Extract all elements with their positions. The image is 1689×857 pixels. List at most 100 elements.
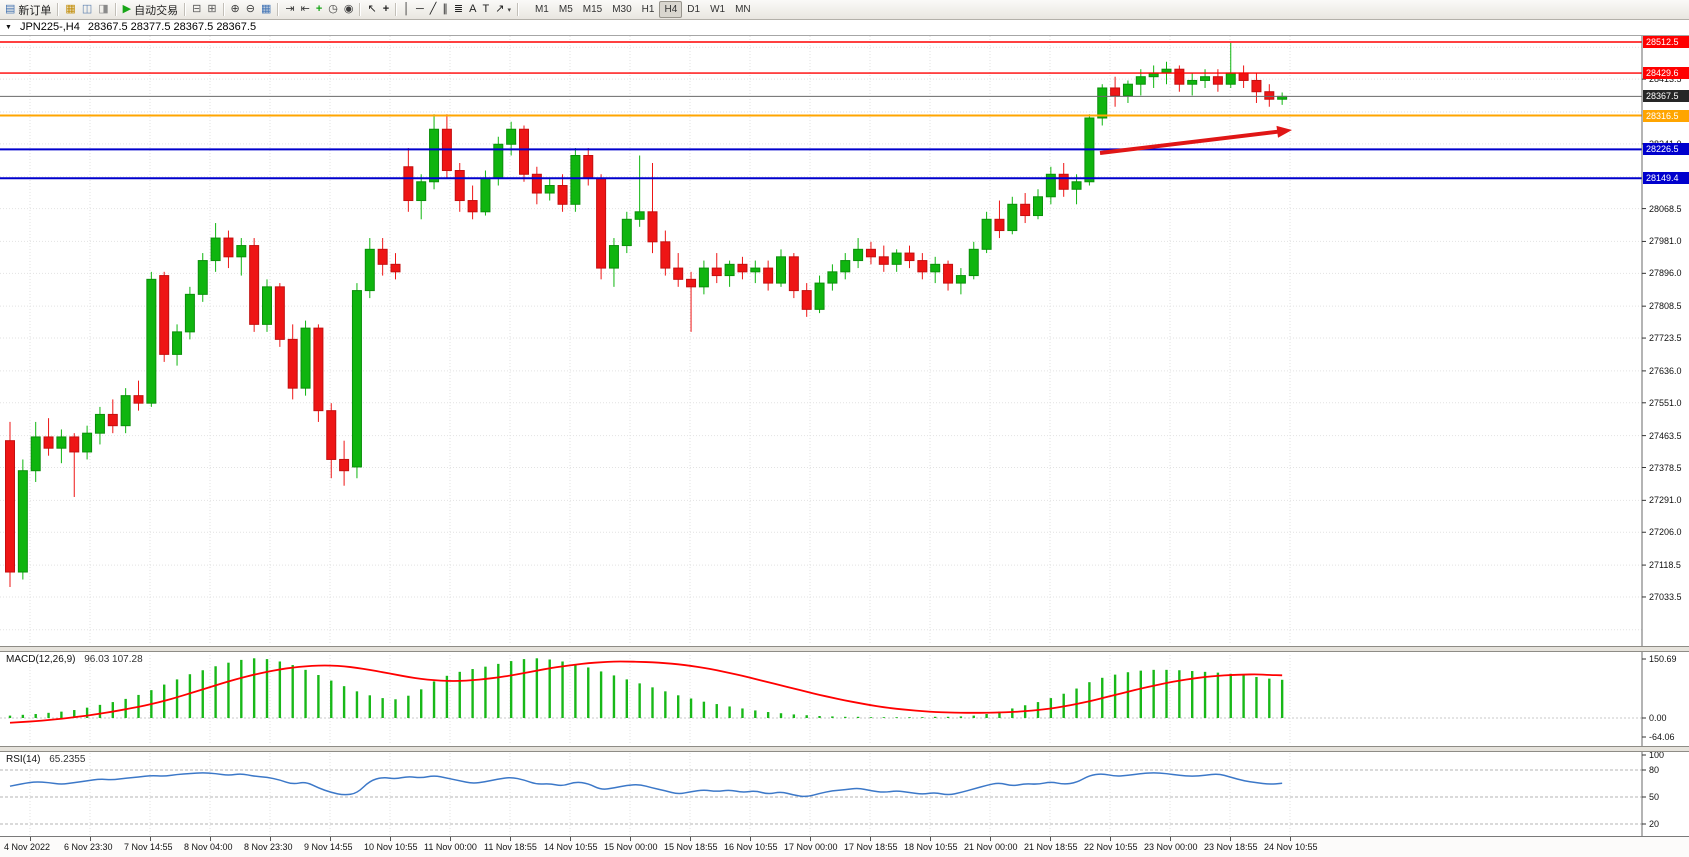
data-window-icon: ◫ [81,3,93,15]
toolbar-separator [359,3,362,16]
price-axis-background[interactable] [1643,35,1689,836]
ohlc-values: 28367.5 28377.5 28367.5 28367.5 [87,21,257,33]
time-axis-label: 14 Nov 10:55 [544,842,598,852]
timeframe-m5[interactable]: M5 [558,4,573,15]
equidistant-channel-icon: ∥ [442,3,448,15]
timeframe-h4[interactable]: H4 [659,1,683,18]
autotrading-button[interactable]: ▶ 自动交易 [120,1,181,18]
time-tick [570,837,571,841]
time-tick [630,837,631,841]
levels-layer [0,41,1642,180]
new-order-button[interactable]: ▤ 新订单 [2,1,54,18]
crosshair-button[interactable]: + [380,1,392,18]
vertical-line-button[interactable]: │ [400,1,413,18]
tile-grid-icon: ▦ [260,3,272,15]
fibonacci-icon: ≣ [453,3,464,15]
toolbar-separator [516,3,519,16]
indicators-button[interactable]: + [313,1,325,18]
zoom-in-button[interactable]: ⊕ [228,1,243,18]
templates-button[interactable]: ◉ [341,1,357,18]
zoom-out-button[interactable]: ⊖ [243,1,258,18]
toolbar-separator [222,3,225,16]
symbol-title: JPN225-,H4 [19,21,80,33]
trendline-button[interactable]: ╱ [427,1,440,18]
time-axis-label: 10 Nov 10:55 [364,842,418,852]
panel-divider-macd[interactable] [0,646,1689,652]
crosshair-icon: + [382,3,390,15]
zoom-in-icon: ⊕ [230,3,240,15]
dropdown-caret-icon: ▾ [507,6,511,14]
arrows-tool-button[interactable]: ↗ ▾ [492,1,514,18]
periods-icon: ◷ [328,3,338,15]
tile-windows-icon: ⊞ [207,3,217,15]
candles-layer [5,42,1288,588]
time-axis-label: 11 Nov 18:55 [484,842,537,852]
time-tick [990,837,991,841]
data-window-button[interactable]: ◫ [79,1,95,18]
navigator-icon: ◨ [98,3,109,15]
symbol-bar: ▼ JPN225-,H4 28367.5 28377.5 28367.5 283… [0,19,1689,36]
time-tick [450,837,451,841]
toolbar-separator [395,3,398,16]
timeframe-mn[interactable]: MN [735,4,751,15]
timeframe-m1[interactable]: M1 [534,4,549,15]
cascade-windows-icon: ⊟ [192,3,202,15]
auto-scroll-button[interactable]: ⇥ [282,1,297,18]
equidistant-channel-button[interactable]: ∥ [439,1,451,18]
chart-shift-button[interactable]: ⇤ [298,1,313,18]
time-axis-label: 8 Nov 04:00 [184,842,233,852]
time-axis-label: 4 Nov 2022 [4,842,51,852]
toolbar-separator [277,3,280,16]
horizontal-line-button[interactable]: ─ [413,1,427,18]
indicators-icon: + [315,3,323,15]
tile-windows-button[interactable]: ⊞ [204,1,219,18]
time-tick [210,837,211,841]
time-tick [1110,837,1111,841]
time-tick [330,837,331,841]
horizontal-line-icon: ─ [416,3,424,15]
time-tick [930,837,931,841]
text-button[interactable]: A [466,1,479,18]
panel-divider-rsi[interactable] [0,746,1689,752]
cursor-button[interactable]: ↖ [364,1,379,18]
time-axis-label: 6 Nov 23:30 [64,842,113,852]
time-axis-label: 21 Nov 00:00 [964,842,1018,852]
timeframe-group: M1 M5 M15 M30 H1 H4 D1 W1 MN [530,1,756,18]
toolbar-separator [184,3,187,16]
tile-grid-button[interactable]: ▦ [258,1,274,18]
navigator-button[interactable]: ◨ [95,1,111,18]
time-axis-label: 15 Nov 18:55 [664,842,718,852]
time-axis-label: 11 Nov 00:00 [424,842,477,852]
templates-icon: ◉ [343,3,354,15]
time-tick [690,837,691,841]
collapse-icon[interactable]: ▼ [5,23,12,31]
auto-scroll-icon: ⇥ [285,3,295,15]
grid-layer [0,36,1642,835]
text-label-icon: T [482,3,490,15]
time-tick [150,837,151,841]
time-axis[interactable]: 4 Nov 2022 6 Nov 23:30 7 Nov 14:55 8 Nov 04… [0,836,1689,857]
trendline-icon: ╱ [429,3,437,15]
text-label-button[interactable]: T [479,1,492,18]
timeframe-w1[interactable]: W1 [710,4,726,15]
toolbar-separator [57,3,60,16]
time-axis-label: 16 Nov 10:55 [724,842,778,852]
time-tick [1050,837,1051,841]
timeframe-m15[interactable]: M15 [582,4,603,15]
macd-label: MACD(12,26,9) 96.03 107.28 [6,654,143,665]
autotrading-icon: ▶ [122,3,132,15]
toolbar-separator [114,3,117,16]
trend-arrow-shaft [1099,129,1283,155]
fibonacci-button[interactable]: ≣ [451,1,466,18]
new-order-label: 新订单 [18,4,52,17]
timeframe-m30[interactable]: M30 [612,4,632,15]
cascade-windows-button[interactable]: ⊟ [189,1,204,18]
periods-button[interactable]: ◷ [325,1,341,18]
timeframe-d1[interactable]: D1 [687,4,701,15]
rsi-layer [9,772,1283,798]
timeframe-h1[interactable]: H1 [641,4,655,15]
market-watch-button[interactable]: ▦ [62,1,78,18]
time-tick [270,837,271,841]
